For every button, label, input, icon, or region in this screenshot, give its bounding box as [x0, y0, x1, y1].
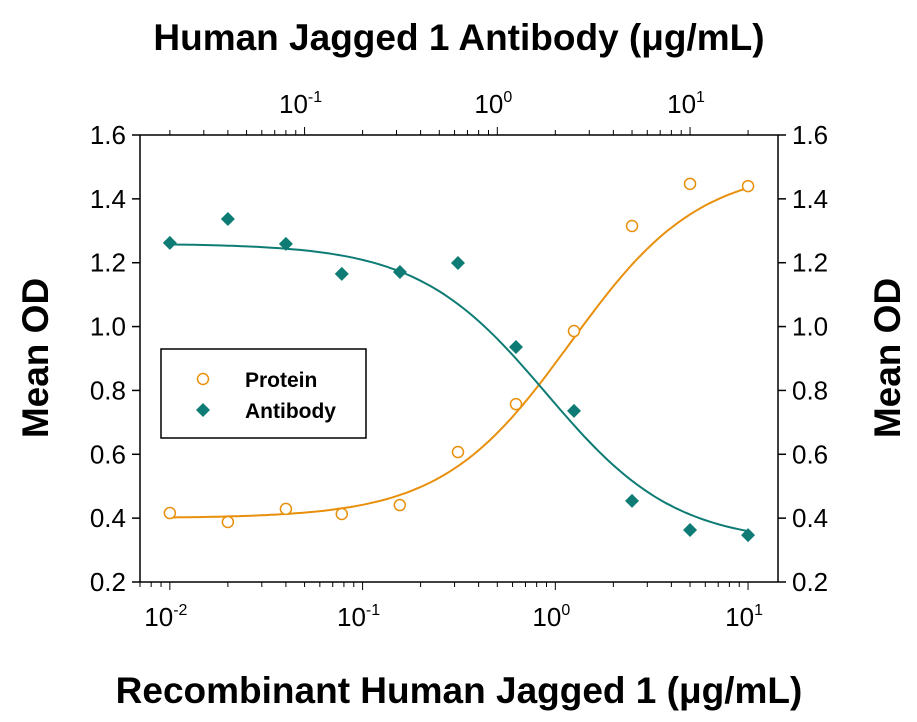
y-right-tick-label: 0.8 — [792, 375, 828, 405]
antibody-data-point — [220, 211, 235, 226]
y-left-tick-label: 0.2 — [90, 567, 126, 597]
y-right-tick-label: 1.0 — [792, 312, 828, 342]
y-axis-title-right: Mean OD — [867, 278, 908, 438]
protein-data-point — [279, 502, 293, 516]
protein-data-point — [221, 515, 235, 529]
protein-fit-curve — [169, 186, 749, 519]
antibody-data-point — [741, 528, 756, 543]
y-left-tick-label: 1.2 — [90, 248, 126, 278]
y-right-tick-label: 0.4 — [792, 503, 828, 533]
antibody-data-point — [567, 403, 582, 418]
y-right-tick-label: 1.2 — [792, 248, 828, 278]
protein-data-point — [509, 397, 523, 411]
y-axis-title-left: Mean OD — [15, 278, 56, 438]
protein-data-point — [335, 507, 349, 521]
legend-label-antibody: Antibody — [245, 400, 336, 423]
antibody-data-point — [278, 236, 293, 251]
antibody-data-point — [450, 256, 465, 271]
x-bottom-tick-label: 101 — [725, 602, 763, 632]
y-left-tick-label: 0.6 — [90, 439, 126, 469]
legend-marker-protein — [196, 372, 210, 386]
antibody-data-point — [162, 235, 177, 250]
protein-data-point — [625, 219, 639, 233]
y-right-tick-label: 1.4 — [792, 184, 828, 214]
antibody-data-point — [508, 340, 523, 355]
protein-data-point — [451, 445, 465, 459]
antibody-data-point — [334, 266, 349, 281]
legend: Protein Antibody — [160, 348, 367, 439]
y-left-tick-label: 1.0 — [90, 312, 126, 342]
antibody-data-point — [625, 493, 640, 508]
y-left-tick-label: 0.8 — [90, 375, 126, 405]
y-left-tick-label: 1.4 — [90, 184, 126, 214]
legend-label-protein: Protein — [245, 369, 317, 392]
protein-data-point — [741, 179, 755, 193]
x-bottom-tick-label: 100 — [532, 602, 570, 632]
x-bottom-tick-label: 10-1 — [337, 602, 380, 632]
protein-data-point — [393, 498, 407, 512]
legend-marker-antibody — [196, 403, 210, 417]
antibody-data-point — [392, 264, 407, 279]
y-right-tick-label: 0.2 — [792, 567, 828, 597]
protein-data-point — [567, 324, 581, 338]
x-top-tick-label: 101 — [667, 89, 705, 119]
x-top-tick-label: 10-1 — [279, 89, 322, 119]
x-top-tick-label: 100 — [474, 89, 512, 119]
top-axis-title: Human Jagged 1 Antibody (μg/mL) — [153, 17, 764, 58]
y-left-tick-label: 1.6 — [90, 120, 126, 150]
y-right-tick-label: 1.6 — [792, 120, 828, 150]
antibody-fit-curve — [169, 243, 749, 533]
x-bottom-tick-label: 10-2 — [144, 602, 187, 632]
y-right-tick-label: 0.6 — [792, 439, 828, 469]
x-axis-title: Recombinant Human Jagged 1 (μg/mL) — [116, 670, 803, 711]
antibody-data-point — [683, 522, 698, 537]
protein-data-point — [163, 506, 177, 520]
y-left-tick-label: 0.4 — [90, 503, 126, 533]
protein-data-point — [683, 177, 697, 191]
